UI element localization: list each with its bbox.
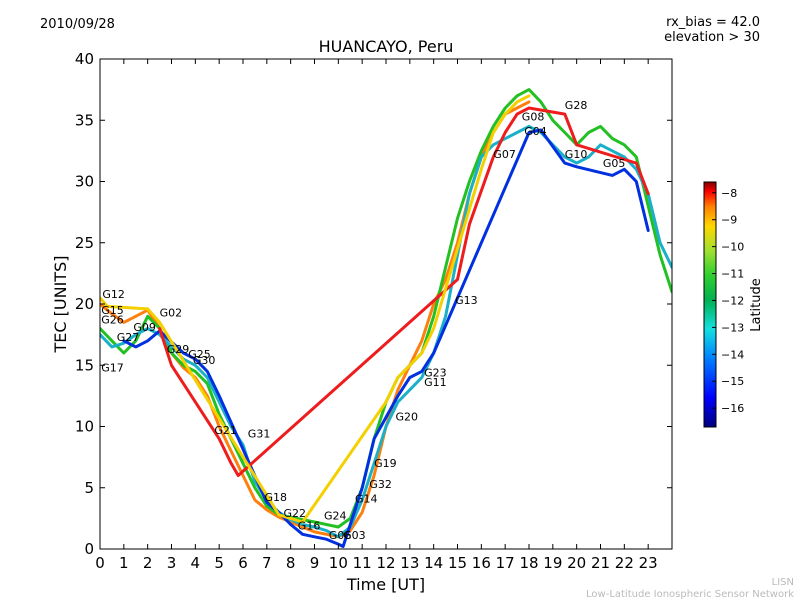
elevation-label: elevation > 30 <box>664 30 760 45</box>
satellite-label: G28 <box>565 99 588 112</box>
satellite-label: G10 <box>565 148 588 161</box>
x-tick-label: 23 <box>639 554 658 572</box>
colorbar-tick-label: −14 <box>721 348 744 361</box>
x-tick-label: 16 <box>472 554 491 572</box>
y-tick-label: 20 <box>75 295 94 313</box>
tec-series-6 <box>100 94 531 524</box>
satellite-label: G15 <box>101 304 124 317</box>
tec-series-5 <box>158 106 650 477</box>
satellite-label: G23 <box>424 366 447 379</box>
x-tick-label: 6 <box>238 554 248 572</box>
x-tick-label: 1 <box>119 554 129 572</box>
rx-bias-label: rx_bias = 42.0 <box>666 15 760 30</box>
x-tick-label: 0 <box>95 554 105 572</box>
satellite-label: G24 <box>324 510 347 523</box>
tec-series-4 <box>122 128 650 548</box>
colorbar-tick-label: −16 <box>721 402 744 415</box>
x-tick-label: 8 <box>286 554 296 572</box>
tec-series-3 <box>100 124 672 539</box>
satellite-label: G05 <box>603 157 626 170</box>
satellite-label: G14 <box>355 492 378 505</box>
colorbar-tick-label: −13 <box>721 321 744 334</box>
colorbar-label: Latitude <box>749 278 764 332</box>
x-tick-label: 12 <box>376 554 395 572</box>
satellite-label: G09 <box>133 321 156 334</box>
x-tick-label: 10 <box>329 554 348 572</box>
footer-network: Low-Latitude Ionospheric Sensor Network <box>586 589 794 600</box>
plot-frame <box>99 58 673 550</box>
satellite-label: G30 <box>193 354 216 367</box>
y-axis-label: TEC [UNITS] <box>51 256 70 354</box>
x-tick-label: 22 <box>615 554 634 572</box>
x-tick-label: 18 <box>519 554 538 572</box>
colorbar-tick-label: −15 <box>721 375 744 388</box>
colorbar-tick-label: −8 <box>721 187 737 200</box>
colorbar-tick-label: −12 <box>721 294 744 307</box>
satellite-label: G12 <box>102 288 125 301</box>
x-tick-label: 13 <box>400 554 419 572</box>
x-tick-label: 9 <box>310 554 320 572</box>
satellite-label: G04 <box>524 125 547 138</box>
x-tick-label: 3 <box>167 554 177 572</box>
satellite-label: G07 <box>493 148 516 161</box>
x-tick-label: 14 <box>424 554 443 572</box>
x-tick-label: 11 <box>353 554 372 572</box>
x-tick-label: 20 <box>567 554 586 572</box>
y-tick-label: 35 <box>75 111 94 129</box>
satellite-label: G21 <box>214 424 237 437</box>
y-tick-label: 10 <box>75 418 94 436</box>
y-tick-label: 25 <box>75 234 94 252</box>
satellite-label: G27 <box>117 331 140 344</box>
x-tick-label: 5 <box>214 554 224 572</box>
satellite-label: G17 <box>101 361 124 374</box>
y-tick-label: 0 <box>84 540 94 558</box>
satellite-label: G19 <box>374 457 397 470</box>
y-tick-label: 15 <box>75 356 94 374</box>
footer-lisn: LISN <box>771 577 794 588</box>
x-tick-label: 17 <box>496 554 515 572</box>
satellite-label: G08 <box>522 110 545 123</box>
date-label: 2010/09/28 <box>40 17 115 32</box>
satellite-label: G18 <box>265 491 288 504</box>
satellite-label: G31 <box>248 428 271 441</box>
y-tick-label: 40 <box>75 50 94 68</box>
satellite-label: G06 <box>329 529 352 542</box>
x-axis-label: Time [UT] <box>346 575 425 594</box>
colorbar-tick-label: −9 <box>721 214 737 227</box>
chart-title: HUANCAYO, Peru <box>319 37 454 56</box>
satellite-label: G20 <box>396 410 419 423</box>
colorbar-tick-label: −10 <box>721 241 744 254</box>
satellite-label: G16 <box>298 519 321 532</box>
satellite-label: G11 <box>424 376 447 389</box>
x-tick-label: 21 <box>591 554 610 572</box>
x-tick-label: 19 <box>543 554 562 572</box>
satellite-label: G26 <box>101 314 124 327</box>
x-tick-label: 15 <box>448 554 467 572</box>
colorbar <box>703 181 717 428</box>
satellite-label: G03 <box>343 529 366 542</box>
satellite-label: G13 <box>455 294 478 307</box>
x-tick-label: 4 <box>191 554 201 572</box>
y-tick-label: 5 <box>84 479 94 497</box>
colorbar-tick-label: −11 <box>721 268 744 281</box>
x-tick-label: 2 <box>143 554 153 572</box>
satellite-label: G25 <box>188 348 211 361</box>
y-tick-label: 30 <box>75 173 94 191</box>
tec-series-1 <box>100 100 531 539</box>
satellite-label: G32 <box>369 478 392 491</box>
satellite-label: G22 <box>284 507 307 520</box>
satellite-label: G29 <box>167 343 190 356</box>
satellite-label: G02 <box>160 306 183 319</box>
x-tick-label: 7 <box>262 554 272 572</box>
